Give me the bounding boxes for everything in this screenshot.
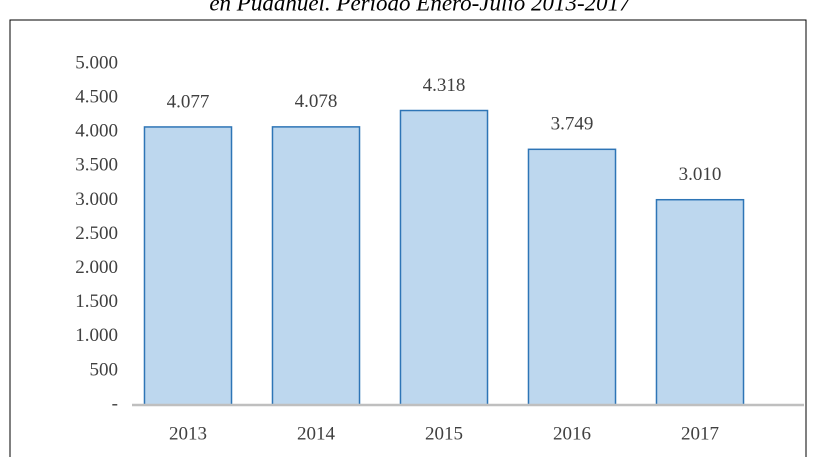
data-label: 4.078 [295,91,338,112]
data-label: 3.010 [679,164,722,185]
chart-frame [9,19,807,457]
bar [655,198,745,406]
bar [271,126,361,406]
bar [399,109,489,406]
bar [527,148,617,406]
y-tick-label: 2.500 [75,223,118,244]
y-tick-label: 1.000 [75,325,118,346]
x-tick-label: 2014 [297,423,336,444]
y-tick-label: 5.000 [75,52,118,73]
x-tick-label: 2016 [553,423,591,444]
y-tick-label: 3.000 [75,189,118,210]
y-tick-label: 1.500 [75,291,118,312]
data-label: 4.077 [167,91,210,112]
data-label: 3.749 [551,114,594,135]
y-tick-label: 4.500 [75,86,118,107]
data-label: 4.318 [423,75,466,96]
bar [143,126,233,406]
y-tick-label: 3.500 [75,155,118,176]
chart-title: en Pudahuel. Período Enero-Julio 2013-20… [209,0,632,15]
x-tick-label: 2017 [681,423,719,444]
y-tick-label: 4.000 [75,121,118,142]
x-tick-label: 2013 [169,423,207,444]
x-tick-label: 2015 [425,423,463,444]
y-tick-label: 500 [90,359,119,380]
y-tick-label: - [112,393,118,414]
y-tick-label: 2.000 [75,257,118,278]
